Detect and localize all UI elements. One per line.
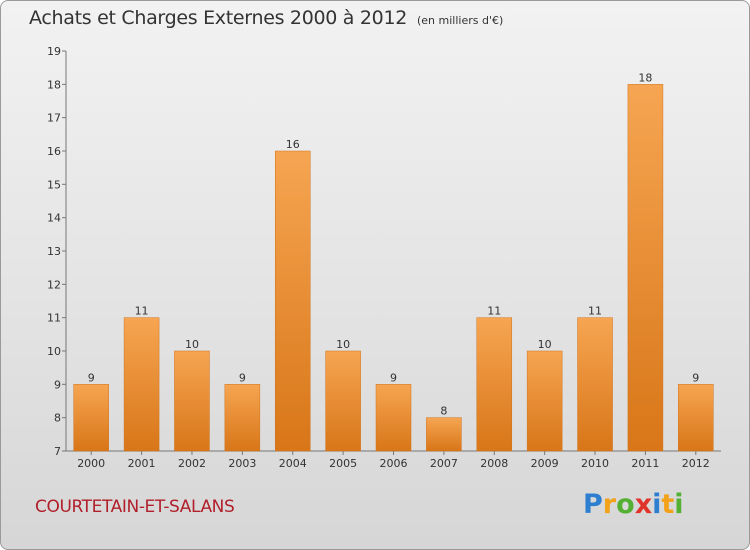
y-tick-label: 15 [47,178,61,191]
x-tick-label: 2004 [279,457,307,470]
x-tick-label: 2006 [380,457,408,470]
data-label: 9 [239,371,246,384]
bar-2002 [174,350,210,452]
y-tick-label: 13 [47,245,61,258]
bar-2010 [577,317,613,452]
y-tick-label: 8 [54,412,61,425]
bar-2006 [375,384,412,452]
commune-name: COURTETAIN-ET-SALANS [35,497,235,517]
data-label: 9 [88,371,95,384]
chart-labels: 2000 9 2001 11 2002 10 2003 9 2004 16 2005 10 2006 9 2… [77,71,710,470]
bar-2007 [426,417,462,452]
x-tick-label: 2002 [178,457,206,470]
bar-2005 [325,350,361,452]
y-tick-label: 14 [47,212,61,225]
y-tick-label: 19 [47,45,61,58]
x-tick-label: 2003 [228,457,256,470]
data-label: 8 [440,405,447,418]
y-tick-label: 18 [47,78,61,91]
chart-subtitle: (en milliers d'€) [417,14,504,27]
y-tick-label: 10 [47,345,61,358]
data-label: 9 [692,371,699,384]
x-tick-label: 2009 [531,457,559,470]
bar-2011 [627,84,664,452]
bar-2009 [526,350,563,452]
bar-2012 [678,384,714,452]
bar-2008 [476,317,513,452]
y-tick-label: 12 [47,278,61,291]
data-label: 11 [487,305,501,318]
chart-title: Achats et Charges Externes 2000 à 2012 [29,7,408,29]
bar-2004 [274,150,311,452]
data-label: 10 [336,338,350,351]
y-tick-label: 11 [47,312,61,325]
x-tick-label: 2010 [581,457,609,470]
bar-2000 [73,384,109,452]
data-label: 10 [538,338,552,351]
y-tick-label: 7 [54,445,61,458]
data-label: 10 [185,338,199,351]
bar-2001 [123,317,160,452]
x-tick-label: 2008 [480,457,508,470]
x-tick-label: 2007 [430,457,458,470]
data-label: 11 [588,305,602,318]
proxiti-logo[interactable]: Proxiti [583,489,684,520]
x-tick-label: 2005 [329,457,357,470]
data-label: 18 [638,71,652,84]
x-tick-label: 2000 [77,457,105,470]
chart-bars [73,84,714,452]
x-tick-label: 2001 [128,457,156,470]
y-tick-label: 9 [54,378,61,391]
y-tick-label: 17 [47,112,61,125]
x-tick-label: 2011 [631,457,659,470]
y-tick-label: 16 [47,145,61,158]
bar-2003 [224,384,261,452]
data-label: 16 [286,138,300,151]
data-label: 9 [390,371,397,384]
x-tick-label: 2012 [682,457,710,470]
data-label: 11 [135,305,149,318]
